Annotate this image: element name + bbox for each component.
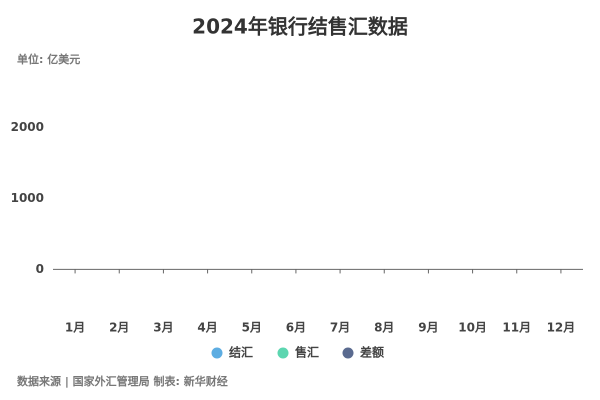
x-tick-label: 2月 [109,321,129,335]
x-tick-label: 12月 [547,321,576,335]
x-tick-label: 11月 [502,321,531,335]
source-note: 数据来源 | 国家外汇管理局 制表: 新华财经 [17,374,228,388]
legend-marker [342,347,354,359]
x-tick-label: 6月 [286,321,306,335]
x-tick-label: 3月 [153,321,173,335]
x-tick-label: 10月 [458,321,487,335]
y-tick-label: 2000 [11,120,44,134]
x-tick-label: 4月 [197,321,217,335]
legend-label: 差额 [359,345,384,360]
y-tick-label: 1000 [11,191,44,205]
chart-title: 2024年银行结售汇数据 [192,15,408,39]
x-tick-label: 8月 [374,321,394,335]
legend-label: 售汇 [295,345,319,360]
x-tick-label: 9月 [418,321,438,335]
legend-label: 结汇 [229,345,253,360]
y-tick-label: 0 [36,262,44,276]
legend-marker [211,347,223,359]
x-tick-label: 1月 [65,321,85,335]
legend-marker [277,347,289,359]
x-tick-label: 5月 [242,321,262,335]
x-tick-label: 7月 [330,321,350,335]
unit-label: 单位: 亿美元 [17,52,80,66]
